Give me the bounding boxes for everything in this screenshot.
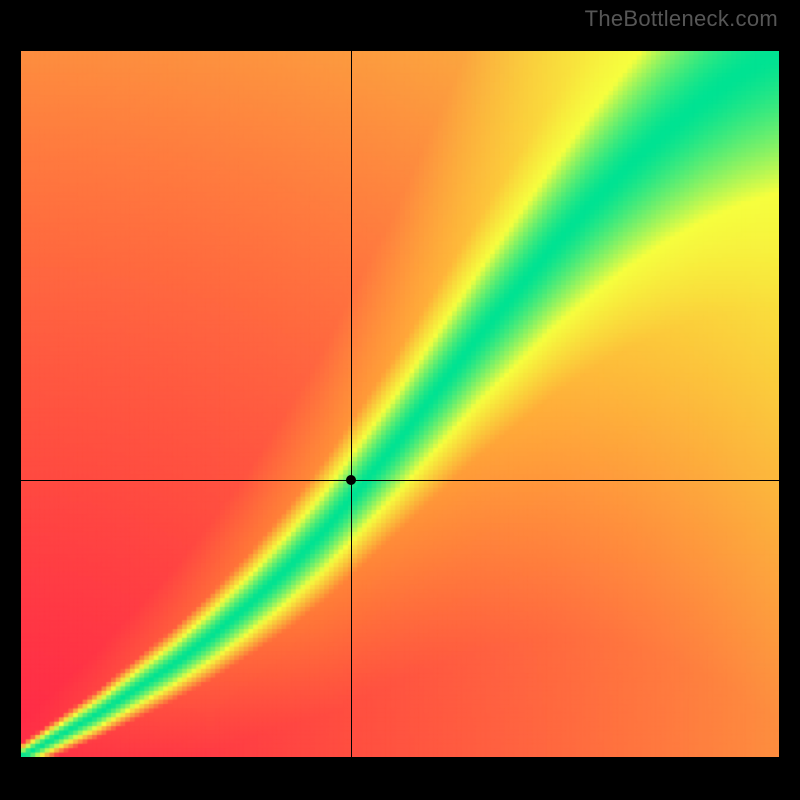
crosshair-marker-dot bbox=[346, 475, 356, 485]
plot-area bbox=[21, 51, 779, 757]
plot-frame bbox=[0, 30, 800, 800]
heatmap-canvas bbox=[21, 51, 779, 757]
watermark-text: TheBottleneck.com bbox=[585, 6, 778, 32]
crosshair-horizontal bbox=[21, 480, 779, 481]
crosshair-vertical bbox=[351, 51, 352, 757]
